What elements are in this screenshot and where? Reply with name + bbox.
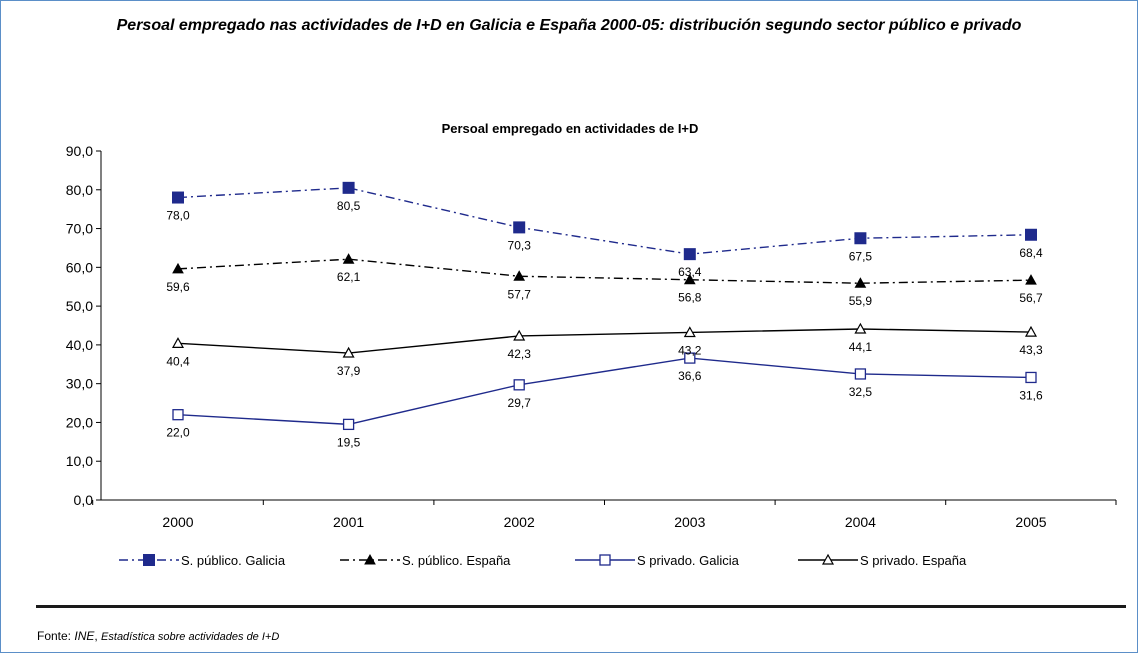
data-label: 37,9 <box>337 364 361 378</box>
series-line <box>177 187 1032 255</box>
series-3: 40,4 37,9 42,3 43,2 44,1 43,3 <box>166 322 1043 378</box>
legend-label: S. público. España <box>402 553 511 568</box>
x-tick-label: 2005 <box>1015 514 1046 530</box>
chart-title: Persoal empregado en actividades de I+D <box>441 121 699 136</box>
data-point <box>172 191 184 204</box>
source-note: Fonte: INE, Estadística sobre actividade… <box>37 629 279 643</box>
data-label: 22,0 <box>166 426 190 440</box>
legend-item-2: S privado. Galicia <box>575 553 740 568</box>
data-point <box>684 352 696 364</box>
data-label: 36,6 <box>678 369 702 383</box>
data-label: 80,5 <box>337 199 361 213</box>
data-label: 56,7 <box>1019 291 1043 305</box>
y-tick-label: 90,0 <box>66 143 93 159</box>
data-label: 67,5 <box>849 249 873 263</box>
data-label: 32,5 <box>849 385 873 399</box>
data-label: 63,4 <box>678 265 702 279</box>
data-label: 57,7 <box>508 287 532 301</box>
data-label: 43,2 <box>678 343 702 357</box>
data-label: 40,4 <box>166 354 190 368</box>
data-point <box>1025 371 1037 384</box>
data-label: 42,3 <box>508 347 532 361</box>
series-1: 59,6 62,1 57,7 56,8 55,9 56,7 <box>166 253 1043 308</box>
data-point <box>342 181 355 194</box>
data-label: 44,1 <box>849 340 873 354</box>
data-label: 31,6 <box>1019 388 1043 402</box>
data-label: 59,6 <box>166 280 190 294</box>
data-label: 62,1 <box>337 270 361 284</box>
source-title: Estadística sobre actividades de I+D <box>101 631 280 643</box>
series-line <box>177 328 1032 354</box>
data-label: 43,3 <box>1019 343 1043 357</box>
legend-marker <box>143 554 155 566</box>
data-point <box>342 253 355 264</box>
y-tick-label: 10,0 <box>66 453 93 469</box>
data-label: 56,8 <box>678 291 702 305</box>
x-tick-label: 2001 <box>333 514 364 530</box>
data-point <box>1024 325 1038 337</box>
data-point <box>1025 274 1037 285</box>
x-tick-label: 2004 <box>845 514 876 530</box>
data-point <box>683 248 696 261</box>
data-point <box>513 221 526 234</box>
data-label: 19,5 <box>337 435 361 449</box>
data-label: 70,3 <box>508 238 532 252</box>
data-point <box>342 346 355 358</box>
legend-marker <box>821 553 835 565</box>
series-2: 22,0 19,5 29,7 36,6 32,5 31,6 <box>166 352 1043 449</box>
legend-label: S privado. Galicia <box>637 553 740 568</box>
data-point <box>683 326 696 338</box>
data-point <box>513 379 525 391</box>
data-point <box>342 418 355 431</box>
data-label: 68,4 <box>1019 246 1043 260</box>
legend-label: S. público. Galicia <box>181 553 286 568</box>
series-line <box>177 357 1032 426</box>
y-tick-label: 20,0 <box>66 414 93 430</box>
source-name: INE <box>74 629 95 643</box>
page-title: Persoal empregado nas actividades de I+D… <box>116 17 1022 34</box>
data-point <box>854 368 867 380</box>
legend-item-3: S privado. España <box>798 553 967 568</box>
source-separator: , <box>94 629 102 643</box>
data-label: 29,7 <box>508 396 532 410</box>
data-point <box>854 322 867 334</box>
x-tick-label: 2003 <box>674 514 705 530</box>
data-point <box>172 409 184 421</box>
data-label: 78,0 <box>166 209 190 223</box>
data-point <box>854 277 867 288</box>
legend-item-0: S. público. Galicia <box>119 553 286 568</box>
y-tick-label: 50,0 <box>66 298 93 314</box>
data-point <box>172 262 184 274</box>
source-prefix: Fonte: <box>37 629 75 643</box>
data-point <box>683 273 696 285</box>
data-point <box>854 232 867 245</box>
y-tick-label: 80,0 <box>66 182 93 198</box>
y-tick-label: 70,0 <box>66 221 93 237</box>
data-point <box>513 329 526 341</box>
legend-item-1: S. público. España <box>340 553 511 568</box>
y-tick-label: 40,0 <box>66 337 93 353</box>
x-tick-label: 2002 <box>504 514 535 530</box>
x-tick-label: 2000 <box>162 514 193 530</box>
legend-marker <box>599 554 611 566</box>
legend-marker <box>364 553 376 565</box>
data-label: 55,9 <box>849 294 873 308</box>
legend-label: S privado. España <box>860 553 967 568</box>
data-point <box>513 270 526 281</box>
data-point <box>171 337 185 348</box>
y-tick-label: 0,0 <box>74 492 94 508</box>
series-line <box>177 258 1032 284</box>
line-chart: 0,0 10,0 20,0 30,0 40,0 50,0 60,0 70,0 80,0 90,0 2… <box>66 143 1117 568</box>
divider <box>36 605 1126 608</box>
y-tick-label: 60,0 <box>66 259 93 275</box>
series-0: 78,0 80,5 70,3 63,4 67,5 68,4 <box>166 181 1043 279</box>
data-point <box>1025 228 1037 241</box>
y-tick-label: 30,0 <box>66 376 93 392</box>
